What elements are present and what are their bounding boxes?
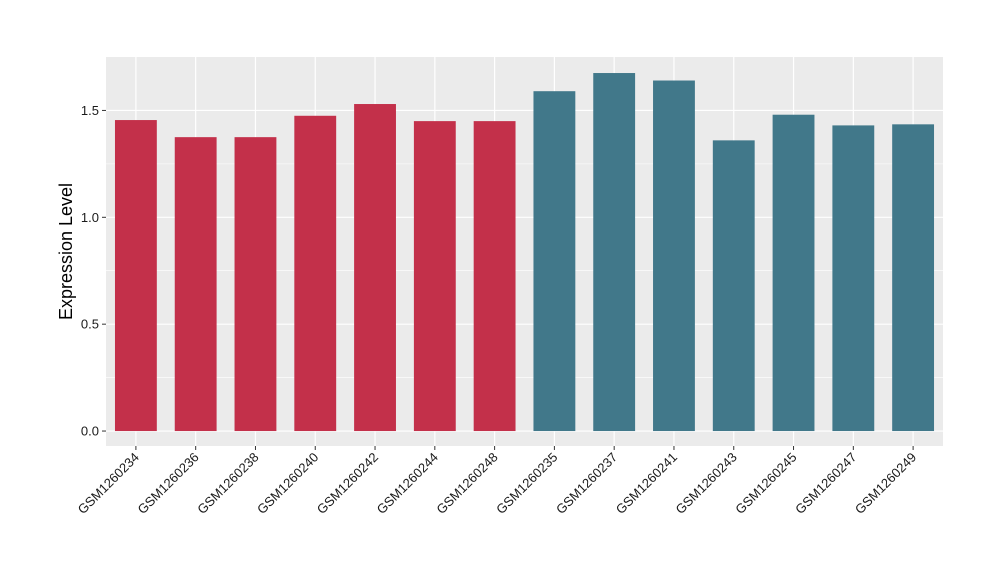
bar-gsm1260237 xyxy=(593,73,636,432)
bar-gsm1260238 xyxy=(234,137,277,432)
bar-gsm1260241 xyxy=(653,80,695,432)
x-tick-label: GSM1260247 xyxy=(792,450,859,517)
bar-gsm1260242 xyxy=(354,104,396,432)
x-tick-label: GSM1260238 xyxy=(194,450,261,517)
bar-gsm1260249 xyxy=(892,124,935,432)
x-tick-label: GSM1260241 xyxy=(613,450,680,517)
x-tick-label: GSM1260243 xyxy=(673,450,740,517)
x-axis: GSM1260234GSM1260236GSM1260238GSM1260240… xyxy=(75,446,919,517)
x-tick-label: GSM1260245 xyxy=(732,450,799,517)
x-tick-label: GSM1260234 xyxy=(75,450,142,517)
x-tick-label: GSM1260236 xyxy=(134,450,201,517)
bar-gsm1260243 xyxy=(712,140,755,432)
x-tick-label: GSM1260244 xyxy=(374,450,441,517)
y-tick-label: 0.0 xyxy=(81,424,99,439)
x-tick-label: GSM1260242 xyxy=(314,450,381,517)
bars xyxy=(114,73,935,432)
bar-gsm1260248 xyxy=(473,121,516,432)
bar-gsm1260244 xyxy=(413,121,456,432)
y-tick-label: 1.0 xyxy=(81,210,99,225)
x-tick-label: GSM1260237 xyxy=(553,450,620,517)
y-tick-label: 0.5 xyxy=(81,317,99,332)
bar-gsm1260245 xyxy=(772,114,815,432)
y-tick-label: 1.5 xyxy=(81,103,99,118)
bar-gsm1260234 xyxy=(114,120,157,432)
plot-panel xyxy=(106,57,943,446)
bar-gsm1260240 xyxy=(294,115,337,432)
x-tick-label: GSM1260249 xyxy=(852,450,919,517)
y-axis: 0.0 0.5 1.0 1.5 xyxy=(81,103,106,439)
x-tick-label: GSM1260235 xyxy=(493,450,560,517)
x-tick-label: GSM1260240 xyxy=(254,450,321,517)
y-axis-title: Expression Level xyxy=(56,183,76,320)
bar-gsm1260235 xyxy=(533,91,576,432)
x-tick-label: GSM1260248 xyxy=(433,450,500,517)
bar-gsm1260236 xyxy=(174,137,217,432)
bar-gsm1260247 xyxy=(832,125,875,432)
